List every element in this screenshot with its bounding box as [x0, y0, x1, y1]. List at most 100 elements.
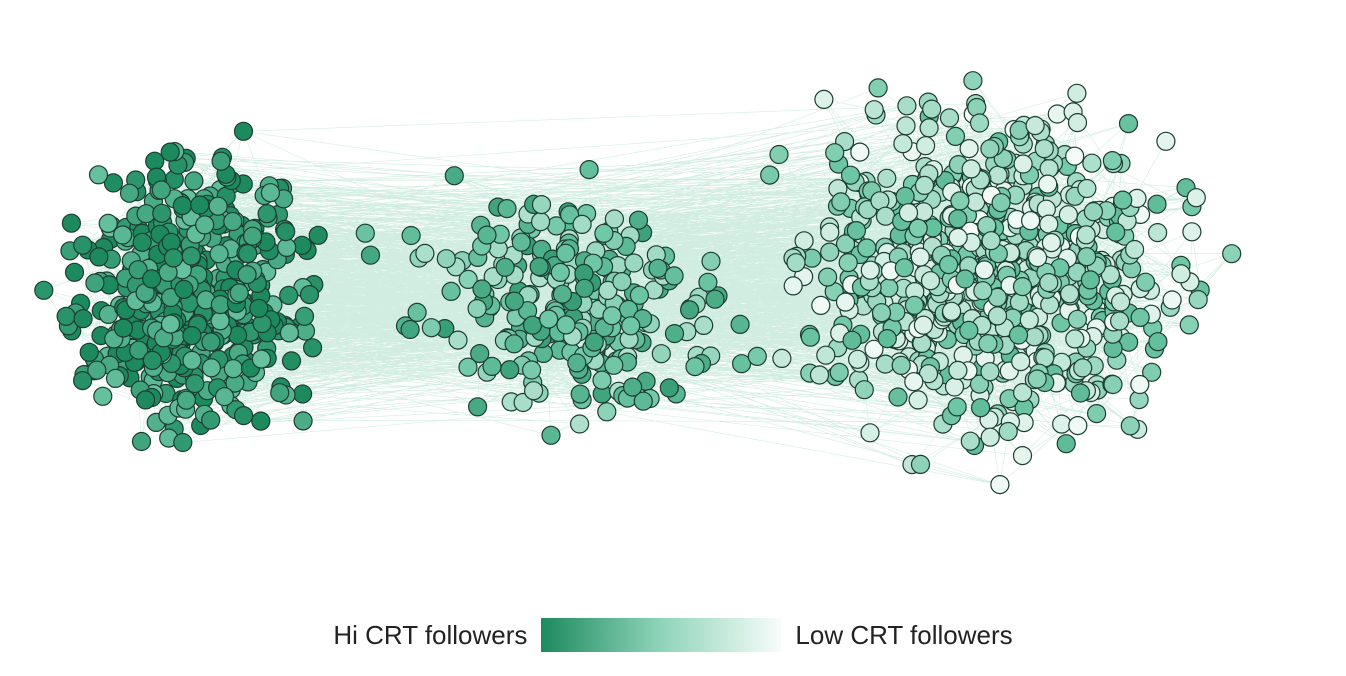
network-node	[1114, 191, 1132, 209]
network-graph	[0, 0, 1346, 676]
network-node	[280, 286, 298, 304]
network-node	[80, 343, 98, 361]
network-node	[962, 160, 980, 178]
network-node	[416, 244, 434, 262]
network-node	[905, 373, 923, 391]
network-node	[821, 223, 839, 241]
network-node	[920, 119, 938, 137]
network-node	[1077, 226, 1095, 244]
network-node	[1180, 316, 1198, 334]
network-node	[304, 339, 322, 357]
network-node	[408, 303, 426, 321]
network-node	[855, 381, 873, 399]
network-node	[143, 270, 161, 288]
network-node	[686, 358, 704, 376]
network-node	[878, 169, 896, 187]
network-node	[1041, 296, 1059, 314]
network-node	[964, 72, 982, 90]
network-node	[401, 321, 419, 339]
network-node	[183, 327, 201, 345]
network-node	[175, 280, 193, 298]
network-node	[422, 319, 440, 337]
network-node	[625, 254, 643, 272]
network-node	[74, 236, 92, 254]
legend-hi-label: Hi CRT followers	[333, 620, 527, 651]
network-node	[943, 302, 961, 320]
network-node	[402, 227, 420, 245]
network-node	[598, 403, 616, 421]
network-node	[1083, 154, 1101, 172]
network-node	[1172, 265, 1190, 283]
network-node	[568, 354, 586, 372]
network-node	[1081, 271, 1099, 289]
network-node	[501, 361, 519, 379]
network-node	[280, 324, 298, 342]
network-node	[252, 350, 270, 368]
legend-gradient-bar	[541, 618, 781, 652]
network-node	[553, 285, 571, 303]
network-node	[107, 369, 125, 387]
network-node	[909, 219, 927, 237]
network-node	[873, 304, 891, 322]
network-node	[165, 249, 183, 267]
network-node	[595, 224, 613, 242]
network-node	[1014, 155, 1032, 173]
network-node	[137, 391, 155, 409]
network-node	[442, 282, 460, 300]
network-node	[897, 117, 915, 135]
network-node	[35, 281, 53, 299]
network-node	[1078, 180, 1096, 198]
network-node	[1059, 206, 1077, 224]
network-node	[748, 347, 766, 365]
network-node	[593, 371, 611, 389]
network-node	[161, 143, 179, 161]
network-node	[202, 359, 220, 377]
network-node	[294, 412, 312, 430]
network-node	[832, 193, 850, 211]
network-node	[1069, 417, 1087, 435]
network-node	[1103, 152, 1121, 170]
network-node	[842, 166, 860, 184]
network-node	[649, 259, 667, 277]
network-node	[183, 351, 201, 369]
network-node	[309, 226, 327, 244]
network-node	[948, 398, 966, 416]
figure-root: Hi CRT followers Low CRT followers	[0, 0, 1346, 676]
network-node	[961, 432, 979, 450]
network-node	[861, 424, 879, 442]
legend: Hi CRT followers Low CRT followers	[0, 618, 1346, 652]
network-node	[695, 316, 713, 334]
network-node	[892, 356, 910, 374]
network-node	[1014, 278, 1032, 296]
network-node	[956, 270, 974, 288]
network-node	[613, 273, 631, 291]
network-node	[211, 312, 229, 330]
network-node	[202, 333, 220, 351]
network-node	[947, 127, 965, 145]
network-node	[571, 385, 589, 403]
network-node	[557, 316, 575, 334]
network-node	[258, 205, 276, 223]
network-node	[1131, 376, 1149, 394]
network-node	[114, 319, 132, 337]
network-node	[898, 97, 916, 115]
network-node	[86, 274, 104, 292]
network-node	[74, 310, 92, 328]
network-node	[975, 261, 993, 279]
network-node	[576, 279, 594, 297]
network-node	[74, 372, 92, 390]
network-node	[830, 363, 848, 381]
network-node	[1068, 310, 1086, 328]
network-node	[1039, 175, 1057, 193]
network-node	[133, 233, 151, 251]
network-node	[817, 346, 835, 364]
network-node	[1187, 189, 1205, 207]
network-node	[525, 382, 543, 400]
network-node	[216, 388, 234, 406]
network-node	[773, 349, 791, 367]
network-node	[530, 258, 548, 276]
network-node	[1012, 353, 1030, 371]
network-node	[551, 263, 569, 281]
network-node	[843, 331, 861, 349]
network-node	[362, 246, 380, 264]
